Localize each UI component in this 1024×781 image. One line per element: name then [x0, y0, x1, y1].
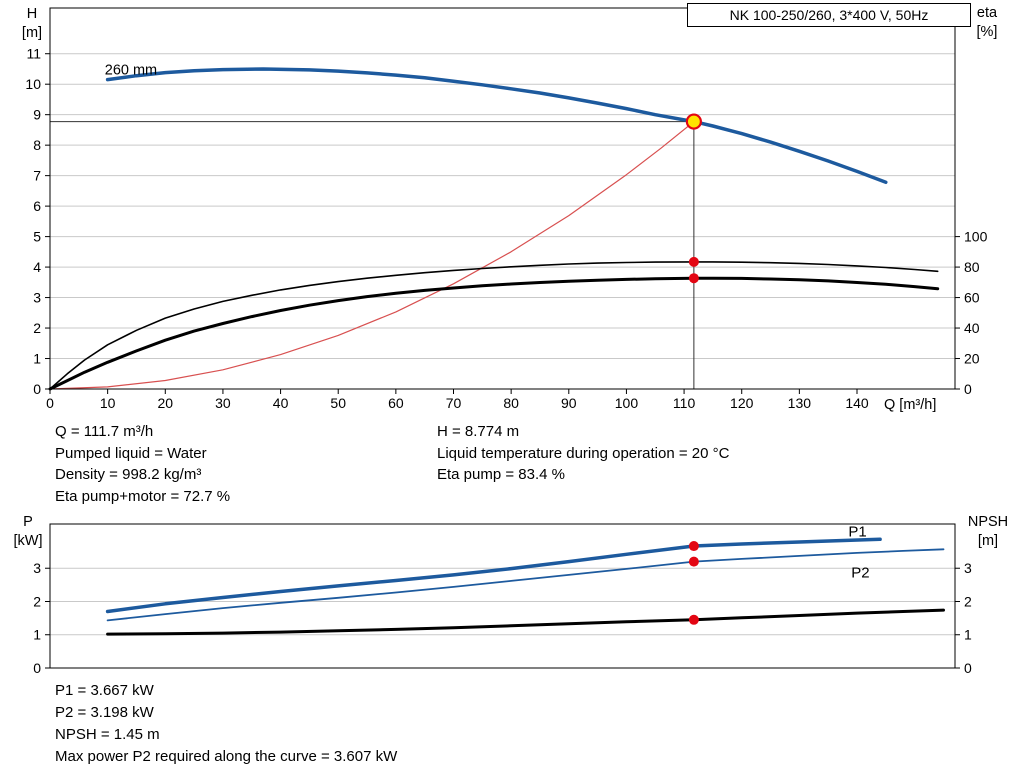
- y-tick-label-left: 11: [26, 46, 41, 62]
- duty-info-right-column: H = 8.774 m Liquid temperature during op…: [437, 421, 729, 486]
- power-npsh-chart[interactable]: 0 1 2 3 0 1 2 3 P1 P2: [0, 512, 1024, 680]
- curve-p2: [106, 548, 945, 622]
- h-axis-label-symbol: H: [26, 6, 38, 22]
- y-tick-label-left: 10: [25, 76, 41, 92]
- y-tick-label-right: 1: [964, 627, 972, 643]
- curve-eta-pump-motor: [48, 276, 940, 391]
- info-density: Density = 998.2 kg/m³: [55, 466, 202, 483]
- h-axis-label: H [m]: [12, 5, 52, 43]
- p1-curve-label: P1: [848, 524, 866, 541]
- info-liquid-temperature: Liquid temperature during operation = 20…: [437, 444, 730, 462]
- p-axis-label-unit: [kW]: [13, 533, 43, 549]
- y-tick-label-right: 80: [964, 259, 980, 275]
- duty-point-marker[interactable]: [685, 113, 702, 130]
- y-tick-label-left: 8: [33, 137, 41, 153]
- y-tick-label-right: 3: [964, 560, 972, 576]
- plot-border: [49, 7, 956, 390]
- result-npsh: NPSH = 1.45 m: [55, 726, 160, 743]
- npsh-axis-label-symbol: NPSH: [967, 514, 1009, 530]
- info-eta-pump: Eta pump = 83.4 %: [437, 466, 565, 483]
- curve-system-resistance: [49, 120, 695, 390]
- y-tick-label-left: 0: [33, 660, 41, 676]
- curve-head-260mm: [105, 67, 888, 185]
- curve-npsh: [106, 608, 945, 636]
- eta-pump-dot: [688, 256, 699, 267]
- y-tick-label-left: 3: [33, 560, 41, 576]
- x-tick-label: 0: [46, 395, 54, 411]
- h-axis-label-unit: [m]: [21, 25, 43, 41]
- x-tick-label: 140: [845, 395, 869, 411]
- x-tick-label: 110: [673, 395, 696, 411]
- x-tick-label: 60: [388, 395, 404, 411]
- x-tick-label: 20: [157, 395, 173, 411]
- x-tick-label: 10: [100, 395, 116, 411]
- y-tick-label-left: 2: [33, 320, 41, 336]
- x-tick-label: 30: [215, 395, 231, 411]
- y-tick-label-left: 1: [33, 351, 41, 367]
- eta-axis-label-symbol: eta: [976, 5, 998, 21]
- x-tick-label: 90: [561, 395, 577, 411]
- qh-eta-chart[interactable]: 0 10 20 30 40 50 60 70 80 90 100 110 120 130 140012345…: [0, 0, 1024, 418]
- y-tick-label-left: 7: [33, 168, 41, 184]
- impeller-diameter-label: 260 mm: [105, 62, 157, 78]
- x-tick-label: 80: [503, 395, 519, 411]
- x-tick-label: 100: [615, 395, 639, 411]
- duty-info-left-column: Q = 111.7 m³/h Pumped liquid = Water Den…: [55, 421, 230, 507]
- x-tick-label: 40: [273, 395, 289, 411]
- result-p1: P1 = 3.667 kW: [55, 682, 154, 699]
- y-tick-label-left: 6: [33, 198, 41, 214]
- p2-curve-label: P2: [851, 565, 869, 582]
- result-max-power: Max power P2 required along the curve = …: [55, 748, 398, 765]
- p-axis-label: P [kW]: [6, 513, 50, 551]
- p2-dot: [688, 556, 699, 567]
- plot-border: [49, 523, 956, 669]
- y-tick-label-right: 40: [964, 320, 980, 336]
- eta-axis-label-unit: [%]: [976, 24, 998, 40]
- eta-axis-label: eta [%]: [963, 4, 1011, 42]
- q-axis-label: Q [m³/h]: [884, 397, 937, 413]
- result-p2: P2 = 3.198 kW: [55, 704, 154, 721]
- y-tick-label-left: 2: [33, 593, 41, 609]
- x-tick-label: 120: [730, 395, 754, 411]
- x-tick-label: 50: [330, 395, 346, 411]
- eta-pump-motor-dot: [688, 273, 699, 284]
- x-tick-label: 70: [446, 395, 462, 411]
- p1-dot: [688, 541, 699, 552]
- info-pumped-liquid: Pumped liquid = Water: [55, 444, 207, 462]
- y-tick-label-left: 5: [33, 229, 41, 245]
- y-tick-label-right: 0: [964, 660, 972, 676]
- y-tick-label-right: 20: [964, 351, 980, 367]
- npsh-dot: [688, 614, 699, 625]
- info-flow: Q = 111.7 m³/h: [55, 423, 154, 440]
- y-tick-label-left: 9: [33, 107, 41, 123]
- y-tick-label-left: 0: [33, 381, 41, 397]
- y-tick-label-right: 2: [964, 593, 972, 609]
- info-head: H = 8.774 m: [437, 423, 520, 440]
- y-tick-label-right: 100: [964, 229, 988, 245]
- y-tick-label-right: 60: [964, 290, 980, 306]
- p-axis-label-symbol: P: [23, 514, 33, 530]
- npsh-axis-label: NPSH [m]: [958, 513, 1018, 551]
- curve-p1: [105, 537, 882, 614]
- y-tick-label-left: 1: [33, 627, 41, 643]
- npsh-axis-label-unit: [m]: [977, 533, 999, 549]
- curve-eta-pump: [49, 261, 939, 390]
- results-block: P1 = 3.667 kW P2 = 3.198 kW NPSH = 1.45 …: [55, 680, 397, 768]
- x-tick-label: 130: [788, 395, 812, 411]
- y-tick-label-left: 4: [33, 259, 41, 275]
- pump-title-box: NK 100-250/260, 3*400 V, 50Hz: [687, 3, 971, 27]
- info-eta-pump-motor: Eta pump+motor = 72.7 %: [55, 487, 231, 505]
- y-tick-label-left: 3: [33, 290, 41, 306]
- y-tick-label-right: 0: [964, 381, 972, 397]
